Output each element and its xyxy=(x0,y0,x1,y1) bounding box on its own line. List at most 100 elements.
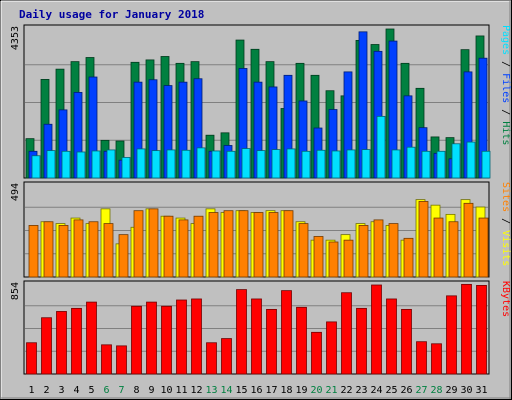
bar-visits-sites-10 xyxy=(163,215,174,278)
bar-kbytes-kbytes-26 xyxy=(401,308,412,375)
right-label-visits_labels-part-1: / xyxy=(500,212,511,230)
panel-visits: 494 xyxy=(10,181,490,278)
bar-kbytes-kbytes-2 xyxy=(41,317,52,375)
chart-panels: 4353 494 854 xyxy=(10,24,491,375)
x-label-31: 31 xyxy=(475,385,487,396)
bar-kbytes-kbytes-13 xyxy=(206,342,217,375)
right-legend-labels: Pages / Files / Hits Sites / Visits KBytes xyxy=(500,25,511,317)
x-label-11: 11 xyxy=(175,385,187,396)
bar-kbytes-kbytes-3 xyxy=(56,311,67,375)
bar-kbytes-kbytes-25 xyxy=(386,298,397,375)
bar-hits-pages-2 xyxy=(46,150,56,179)
bar-hits-pages-15 xyxy=(241,148,251,179)
bar-hits-pages-1 xyxy=(31,155,41,179)
right-label-visits_labels-part-2: Visits xyxy=(500,230,511,266)
bar-hits-pages-4 xyxy=(76,151,86,179)
bar-hits-pages-30 xyxy=(466,141,476,179)
x-label-3: 3 xyxy=(58,385,64,396)
x-label-22: 22 xyxy=(340,385,352,396)
x-label-14: 14 xyxy=(220,385,232,396)
bar-visits-sites-2 xyxy=(43,221,54,278)
bar-visits-sites-13 xyxy=(208,212,219,278)
x-label-28: 28 xyxy=(430,385,442,396)
x-label-7: 7 xyxy=(118,385,124,396)
x-label-4: 4 xyxy=(73,385,79,396)
bar-visits-sites-29 xyxy=(448,221,459,278)
bar-kbytes-kbytes-27 xyxy=(416,341,427,375)
x-label-10: 10 xyxy=(160,385,172,396)
x-label-30: 30 xyxy=(460,385,472,396)
x-label-23: 23 xyxy=(355,385,367,396)
bar-kbytes-kbytes-30 xyxy=(461,283,472,375)
bar-kbytes-kbytes-29 xyxy=(446,295,457,375)
bar-visits-sites-19 xyxy=(298,223,309,278)
bar-visits-sites-31 xyxy=(478,217,489,278)
bar-visits-sites-25 xyxy=(388,223,399,278)
x-label-6: 6 xyxy=(103,385,109,396)
panel-kbytes: 854 xyxy=(10,280,490,375)
bar-visits-sites-4 xyxy=(73,219,84,278)
bar-hits-pages-19 xyxy=(301,150,311,179)
bar-hits-pages-25 xyxy=(391,149,401,179)
right-label-hits_labels-part-1: / xyxy=(500,55,511,73)
right-label-kbytes_labels: KBytes xyxy=(500,281,511,317)
bar-kbytes-kbytes-28 xyxy=(431,343,442,375)
x-label-15: 15 xyxy=(235,385,247,396)
bar-kbytes-kbytes-16 xyxy=(251,298,262,375)
x-label-24: 24 xyxy=(370,385,382,396)
bar-visits-sites-28 xyxy=(433,217,444,278)
right-label-hits_labels-part-2: Files xyxy=(500,73,511,103)
bar-hits-pages-9 xyxy=(151,150,161,179)
right-label-hits_labels: Pages / Files / Hits xyxy=(500,25,511,145)
bar-hits-pages-8 xyxy=(136,148,146,179)
right-label-visits_labels-part-0: Sites xyxy=(500,182,511,212)
bar-visits-sites-24 xyxy=(373,219,384,278)
bar-hits-pages-14 xyxy=(226,150,236,179)
bar-visits-sites-12 xyxy=(193,215,204,278)
panel-visits-ymax-label: 494 xyxy=(10,183,21,201)
bar-hits-pages-31 xyxy=(481,150,491,179)
bar-visits-sites-11 xyxy=(178,219,189,278)
bar-kbytes-kbytes-31 xyxy=(476,285,487,375)
bar-kbytes-kbytes-10 xyxy=(161,305,172,375)
bar-kbytes-kbytes-14 xyxy=(221,338,232,375)
bar-kbytes-kbytes-9 xyxy=(146,301,157,375)
bar-hits-pages-16 xyxy=(256,150,266,179)
bar-hits-pages-29 xyxy=(451,143,461,179)
bar-visits-sites-22 xyxy=(343,239,354,278)
bar-kbytes-kbytes-8 xyxy=(131,305,142,375)
bar-visits-sites-20 xyxy=(313,236,324,278)
panel-kbytes-ymax-label: 854 xyxy=(10,282,21,300)
x-label-18: 18 xyxy=(280,385,292,396)
panel-hits-ymax-label: 4353 xyxy=(10,26,21,50)
bar-kbytes-kbytes-5 xyxy=(86,301,97,375)
x-label-21: 21 xyxy=(325,385,337,396)
bar-visits-sites-6 xyxy=(103,223,114,278)
right-label-hits_labels-part-0: Pages xyxy=(500,25,511,55)
bar-hits-pages-28 xyxy=(436,150,446,179)
bar-kbytes-kbytes-7 xyxy=(116,345,127,375)
bar-kbytes-kbytes-4 xyxy=(71,307,82,375)
x-label-29: 29 xyxy=(445,385,457,396)
bar-visits-sites-23 xyxy=(358,225,369,278)
bar-kbytes-kbytes-11 xyxy=(176,299,187,375)
bar-kbytes-kbytes-23 xyxy=(356,307,367,375)
panel-hits: 4353 xyxy=(10,24,491,179)
bar-hits-pages-7 xyxy=(121,157,131,179)
bar-kbytes-kbytes-24 xyxy=(371,284,382,375)
x-axis-labels: 1 2 3 4 5 6 7 8 9 10 11 12 13 14 15 16 17 18 19 20 21 22 23 24 2… xyxy=(28,385,487,396)
right-label-kbytes_labels-part-0: KBytes xyxy=(500,281,511,317)
x-label-8: 8 xyxy=(133,385,139,396)
bar-hits-pages-10 xyxy=(166,149,176,179)
bar-visits-sites-27 xyxy=(418,201,429,278)
x-label-19: 19 xyxy=(295,385,307,396)
bar-visits-sites-16 xyxy=(253,212,264,278)
bar-hits-pages-27 xyxy=(421,150,431,179)
x-label-5: 5 xyxy=(88,385,94,396)
x-label-17: 17 xyxy=(265,385,277,396)
bar-visits-sites-1 xyxy=(28,225,39,278)
bar-hits-pages-3 xyxy=(61,150,71,179)
bar-kbytes-kbytes-6 xyxy=(101,344,112,375)
bar-visits-sites-3 xyxy=(58,225,69,278)
